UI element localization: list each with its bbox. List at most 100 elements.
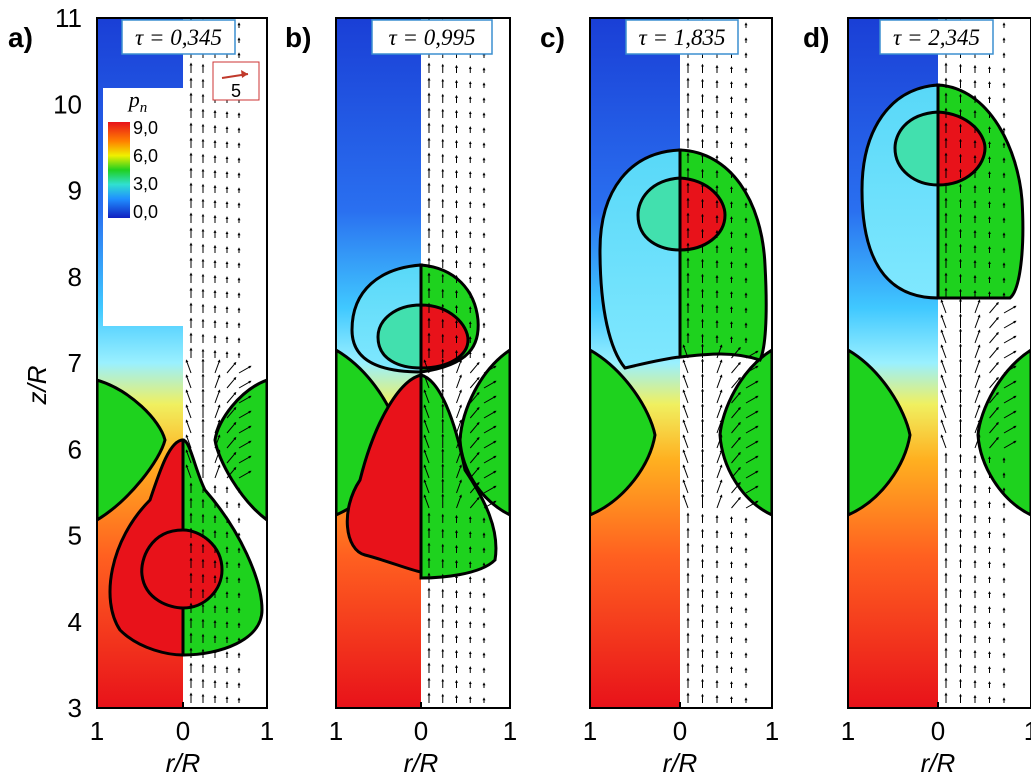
x-tick-label: 0 bbox=[414, 716, 428, 746]
velocity-arrow bbox=[185, 359, 192, 374]
panel-frame bbox=[335, 17, 511, 709]
velocity-arrow bbox=[423, 479, 430, 494]
velocity-arrow bbox=[716, 374, 723, 389]
velocity-arrow bbox=[423, 389, 430, 404]
time-label: τ = 1,835 bbox=[638, 25, 725, 50]
velocity-arrow bbox=[423, 419, 430, 434]
velocity-arrow bbox=[745, 380, 759, 389]
velocity-arrow bbox=[483, 395, 497, 404]
reference-vector-label: 5 bbox=[231, 81, 241, 101]
velocity-arrow bbox=[716, 464, 723, 479]
colorbar-tick-label: 3,0 bbox=[133, 174, 158, 194]
velocity-arrow bbox=[682, 404, 689, 419]
wall-constriction-left bbox=[848, 348, 912, 517]
velocity-arrow bbox=[423, 464, 430, 479]
velocity-arrow bbox=[974, 419, 981, 434]
x-axis-label: r/R bbox=[921, 748, 956, 778]
velocity-arrow bbox=[469, 421, 480, 434]
velocity-arrow bbox=[423, 494, 430, 509]
velocity-arrow bbox=[731, 496, 741, 509]
velocity-arrow bbox=[682, 389, 689, 404]
x-tick-label: 1 bbox=[329, 716, 343, 746]
velocity-arrow bbox=[469, 451, 480, 464]
x-tick-label: 1 bbox=[260, 716, 274, 746]
panel-letter: c) bbox=[540, 22, 565, 53]
velocity-arrow bbox=[456, 359, 462, 374]
velocity-vectors-b bbox=[423, 18, 497, 703]
velocity-arrow bbox=[1003, 395, 1017, 404]
velocity-arrow bbox=[989, 331, 999, 344]
velocity-arrow bbox=[483, 470, 497, 479]
velocity-arrow bbox=[226, 466, 237, 479]
velocity-arrow bbox=[989, 391, 999, 404]
droplet-core-right bbox=[936, 110, 987, 187]
velocity-arrow bbox=[745, 410, 759, 419]
y-tick-label: 3 bbox=[68, 693, 82, 723]
colorbar bbox=[108, 122, 130, 218]
velocity-arrow bbox=[989, 406, 999, 419]
velocity-arrow bbox=[483, 410, 497, 419]
wall-constriction-left bbox=[97, 378, 167, 522]
velocity-arrow bbox=[469, 406, 480, 419]
velocity-arrow bbox=[226, 391, 237, 404]
velocity-arrow bbox=[185, 449, 192, 464]
x-axis-label: r/R bbox=[166, 748, 201, 778]
velocity-arrow bbox=[1003, 335, 1017, 344]
velocity-arrow bbox=[483, 380, 497, 389]
y-tick-label: 7 bbox=[68, 348, 82, 378]
velocity-arrow bbox=[456, 419, 462, 434]
y-tick-label: 10 bbox=[53, 89, 82, 119]
velocity-arrow bbox=[974, 389, 981, 404]
velocity-arrow bbox=[682, 464, 689, 479]
velocity-arrow bbox=[745, 365, 759, 374]
velocity-arrow bbox=[456, 404, 462, 419]
time-label-box bbox=[371, 19, 493, 55]
velocity-arrow bbox=[238, 380, 252, 389]
velocity-arrow bbox=[940, 329, 947, 344]
x-tick-label: 0 bbox=[931, 716, 945, 746]
velocity-arrow bbox=[745, 395, 759, 404]
velocity-arrow bbox=[185, 404, 192, 419]
velocity-arrow bbox=[214, 419, 221, 434]
velocity-arrow bbox=[456, 464, 462, 479]
velocity-arrow bbox=[974, 329, 981, 344]
velocity-arrow bbox=[469, 496, 480, 509]
time-label-box bbox=[879, 19, 994, 55]
velocity-arrow bbox=[989, 301, 999, 314]
velocity-arrow bbox=[214, 464, 221, 479]
colorbar-title: pn bbox=[127, 87, 148, 116]
x-tick-label: 0 bbox=[176, 716, 190, 746]
y-tick-label: 9 bbox=[68, 176, 82, 206]
velocity-arrow bbox=[974, 314, 981, 329]
velocity-arrow bbox=[483, 485, 497, 494]
panel-letter: a) bbox=[8, 22, 33, 53]
velocity-arrow bbox=[940, 434, 947, 449]
panel-c bbox=[589, 17, 773, 709]
y-tick-label: 4 bbox=[68, 607, 82, 637]
velocity-arrow bbox=[682, 434, 689, 449]
velocity-arrow bbox=[423, 374, 430, 389]
velocity-arrow bbox=[682, 449, 689, 464]
x-tick-label: 0 bbox=[673, 716, 687, 746]
velocity-arrow bbox=[745, 425, 759, 434]
x-tick-label: 1 bbox=[765, 716, 779, 746]
velocity-arrow bbox=[989, 316, 999, 329]
velocity-arrow bbox=[731, 481, 741, 494]
velocity-arrow bbox=[1003, 425, 1017, 434]
velocity-arrow bbox=[940, 374, 947, 389]
velocity-arrow bbox=[682, 374, 689, 389]
panel-a: 5 pn 9,0 6,0 3,0 0,0 bbox=[96, 17, 268, 709]
colorbar-ticks: 9,0 6,0 3,0 0,0 bbox=[133, 118, 158, 222]
panel-b-labels: b) τ = 0,995 1 0 1 r/R bbox=[285, 19, 517, 778]
x-tick-label: 1 bbox=[1024, 716, 1031, 746]
panel-b bbox=[335, 17, 511, 709]
wall-constriction-right bbox=[213, 378, 267, 522]
velocity-arrow bbox=[214, 434, 221, 449]
velocity-arrow bbox=[214, 404, 221, 419]
velocity-arrow bbox=[989, 436, 999, 449]
velocity-arrow bbox=[469, 481, 480, 494]
colorbar-tick-label: 9,0 bbox=[133, 118, 158, 138]
x-axis-label: r/R bbox=[404, 748, 439, 778]
